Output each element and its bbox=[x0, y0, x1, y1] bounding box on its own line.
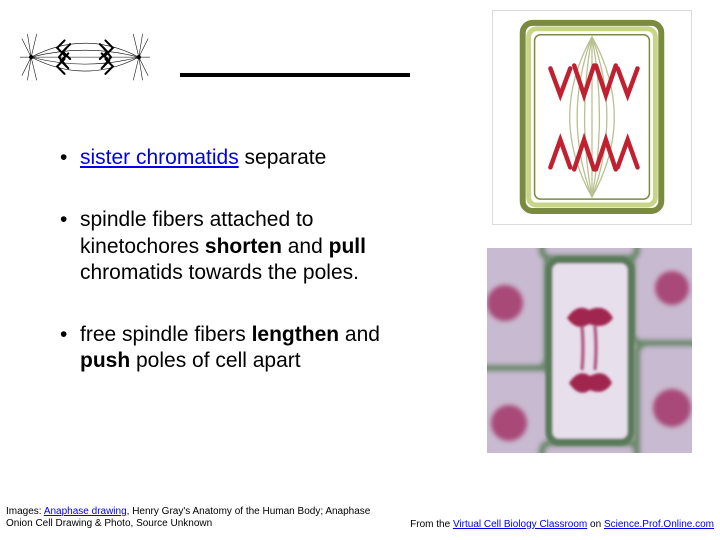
bullet-text: chromatids towards the poles. bbox=[80, 261, 359, 284]
bullet-bold: lengthen bbox=[252, 323, 340, 346]
bullet-bold: pull bbox=[329, 235, 366, 258]
bullet-text: separate bbox=[239, 146, 327, 169]
science-prof-link[interactable]: Science.Prof.Online.com bbox=[604, 519, 714, 530]
image-credits-right: From the Virtual Cell Biology Classroom … bbox=[410, 519, 714, 530]
bullet-text: free spindle fibers bbox=[80, 323, 252, 346]
bullet-text: and bbox=[282, 235, 329, 258]
onion-anaphase-photo bbox=[487, 248, 692, 453]
bullet-text: and bbox=[339, 323, 380, 346]
title-blank-line bbox=[180, 73, 410, 77]
bullet-text: poles of cell apart bbox=[130, 349, 300, 372]
animal-anaphase-icon bbox=[10, 20, 150, 100]
credits-text: Images: bbox=[6, 506, 44, 517]
plant-anaphase-drawing bbox=[492, 10, 692, 225]
credits-text: From the bbox=[410, 519, 453, 530]
virtual-classroom-link[interactable]: Virtual Cell Biology Classroom bbox=[453, 519, 587, 530]
bullet-bold: push bbox=[80, 349, 130, 372]
image-credits-left: Images: Anaphase drawing, Henry Gray's A… bbox=[6, 506, 386, 530]
sister-chromatids-link[interactable]: sister chromatids bbox=[80, 146, 239, 169]
anaphase-drawing-link[interactable]: Anaphase drawing bbox=[44, 506, 127, 517]
bullet-bold: shorten bbox=[205, 235, 282, 258]
bullet-item: spindle fibers attached to kinetochores … bbox=[60, 207, 435, 286]
bullet-list: sister chromatids separate spindle fiber… bbox=[60, 145, 435, 411]
bullet-item: free spindle fibers lengthen and push po… bbox=[60, 322, 435, 375]
bullet-item: sister chromatids separate bbox=[60, 145, 435, 171]
credits-text: on bbox=[587, 519, 604, 530]
